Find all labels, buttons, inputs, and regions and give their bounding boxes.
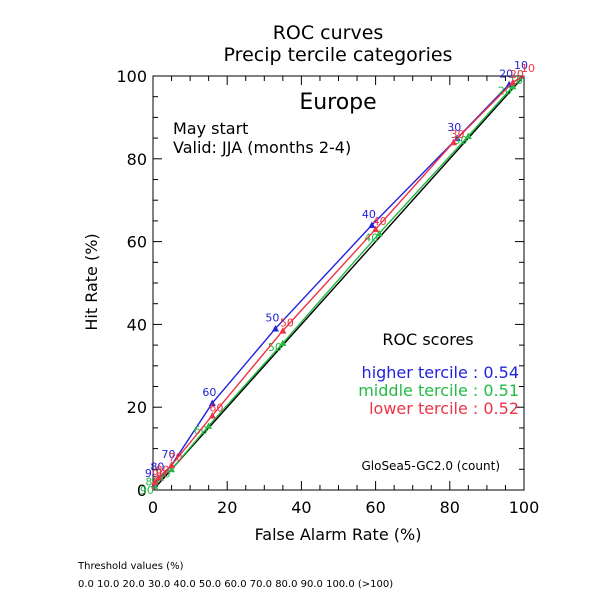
threshold-label-middle-tercile: 80 xyxy=(145,476,159,489)
model-label: GloSea5-GC2.0 (count) xyxy=(361,459,500,473)
threshold-label-middle-tercile: 30 xyxy=(453,134,467,147)
x-axis-label: False Alarm Rate (%) xyxy=(255,525,422,544)
data-point-lower-tercile xyxy=(155,474,163,481)
y-tick-label: 0 xyxy=(137,481,147,500)
threshold-label-higher-tercile: 80 xyxy=(150,461,164,474)
data-point-higher-tercile xyxy=(505,80,513,88)
threshold-label-lower-tercile: 40 xyxy=(373,215,387,228)
x-tick-label: 40 xyxy=(291,498,311,517)
threshold-label-middle-tercile: 90 xyxy=(140,484,154,497)
valid-label: Valid: JJA (months 2-4) xyxy=(173,138,351,157)
x-tick-label: 60 xyxy=(365,498,385,517)
threshold-label-higher-tercile: 60 xyxy=(202,386,216,399)
no-skill-diagonal xyxy=(152,75,525,491)
data-point-lower-tercile xyxy=(372,225,380,233)
data-point-lower-tercile xyxy=(168,461,176,469)
data-point-middle-tercile xyxy=(509,82,517,90)
region-label: Europe xyxy=(299,90,376,115)
threshold-label-lower-tercile: 70 xyxy=(169,451,183,464)
data-point-lower-tercile xyxy=(509,78,517,86)
legend-entry-middle-tercile: middle tercile : 0.51 xyxy=(358,381,519,400)
threshold-label-lower-tercile: 80 xyxy=(156,464,170,477)
start-label: May start xyxy=(173,119,248,138)
chart-title: ROC curves xyxy=(273,22,384,44)
series-line-middle-tercile xyxy=(152,75,525,491)
legend-title: ROC scores xyxy=(382,330,473,349)
threshold-label-middle-tercile: 50 xyxy=(268,341,282,354)
x-tick-label: 80 xyxy=(440,498,460,517)
threshold-label-higher-tercile: 90 xyxy=(145,467,159,480)
threshold-label-lower-tercile: 60 xyxy=(209,401,223,414)
threshold-label-lower-tercile: 10 xyxy=(521,62,535,75)
x-tick-label: 20 xyxy=(217,498,237,517)
threshold-values: 0.0 10.0 20.0 30.0 40.0 50.0 60.0 70.0 8… xyxy=(78,579,394,590)
data-point-middle-tercile xyxy=(279,339,287,347)
data-point-higher-tercile xyxy=(368,221,376,229)
data-point-lower-tercile xyxy=(450,138,458,146)
y-tick-label: 100 xyxy=(116,67,147,86)
y-tick-label: 20 xyxy=(127,398,147,417)
legend-entry-higher-tercile: higher tercile : 0.54 xyxy=(362,363,519,382)
data-point-middle-tercile xyxy=(168,465,176,473)
y-tick-label: 40 xyxy=(127,315,147,334)
y-axis-label: Hit Rate (%) xyxy=(82,233,101,330)
data-point-lower-tercile xyxy=(208,411,216,419)
data-point-higher-tercile xyxy=(208,399,216,407)
threshold-label-higher-tercile: 70 xyxy=(162,448,176,461)
x-tick-label: 100 xyxy=(509,498,540,517)
y-tick-label: 60 xyxy=(127,233,147,252)
threshold-label-higher-tercile: 50 xyxy=(265,312,279,325)
threshold-label-lower-tercile: 20 xyxy=(510,68,524,81)
plot-area: 0 20 40 60 80 1000204060801009080706050403020… xyxy=(116,59,539,517)
threshold-title: Threshold values (%) xyxy=(78,561,184,572)
threshold-label-higher-tercile: 20 xyxy=(499,67,513,80)
threshold-label-middle-tercile: 40 xyxy=(364,231,378,244)
threshold-label-lower-tercile: 30 xyxy=(451,128,465,141)
threshold-label-higher-tercile: 40 xyxy=(362,208,376,221)
legend-entry-lower-tercile: lower tercile : 0.52 xyxy=(369,399,519,418)
y-tick-label: 80 xyxy=(127,150,147,169)
threshold-label-higher-tercile: 10 xyxy=(514,59,528,72)
threshold-label-higher-tercile: 30 xyxy=(447,121,461,134)
data-point-middle-tercile xyxy=(375,229,383,237)
chart-subtitle: Precip tercile categories xyxy=(224,44,453,66)
data-point-higher-tercile xyxy=(271,325,279,332)
threshold-label-lower-tercile: 50 xyxy=(280,317,294,330)
data-point-middle-tercile xyxy=(464,132,472,140)
x-tick-label: 0 xyxy=(148,498,158,517)
data-point-middle-tercile xyxy=(205,422,213,429)
data-point-lower-tercile xyxy=(279,327,287,334)
data-point-lower-tercile xyxy=(151,478,159,485)
threshold-label-lower-tercile: 90 xyxy=(152,468,166,481)
